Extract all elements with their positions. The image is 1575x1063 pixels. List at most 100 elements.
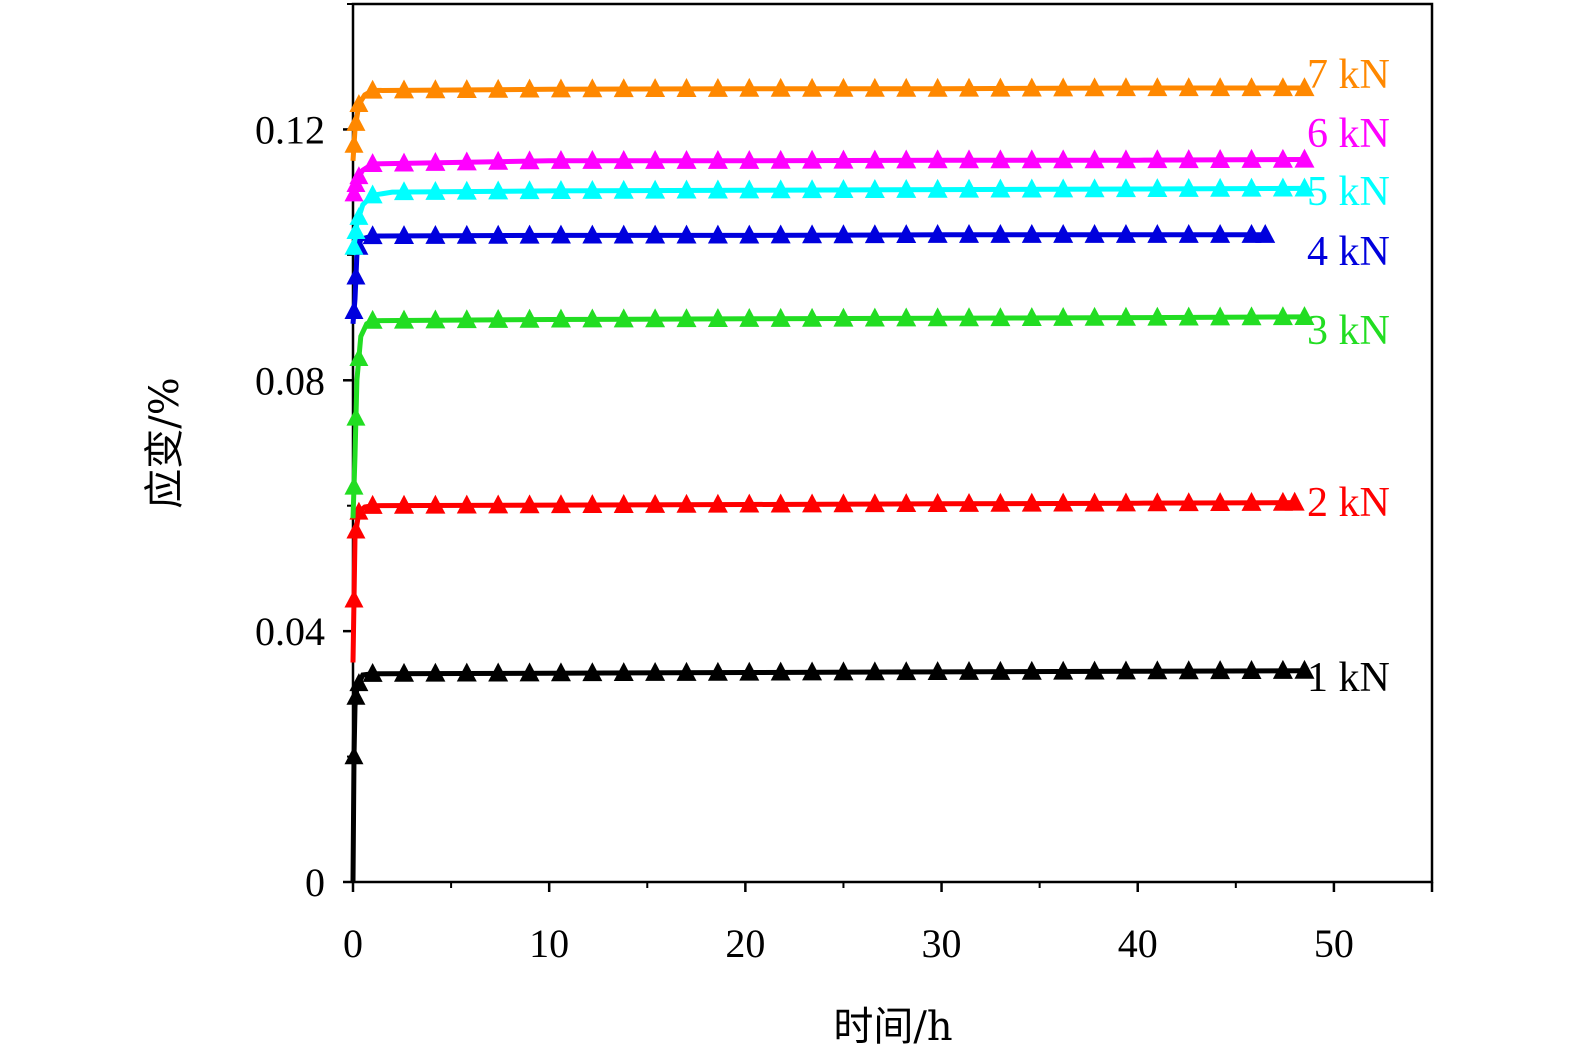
data-point bbox=[833, 224, 854, 244]
data-point bbox=[613, 78, 634, 98]
series-3-kn bbox=[344, 306, 1315, 519]
data-point bbox=[613, 662, 634, 682]
y-tick-label: 0.08 bbox=[255, 358, 325, 403]
x-tick-label: 40 bbox=[1118, 921, 1158, 966]
data-point bbox=[959, 492, 980, 512]
data-point bbox=[990, 178, 1011, 198]
data-point bbox=[833, 77, 854, 97]
data-point bbox=[802, 149, 823, 169]
data-point bbox=[1115, 178, 1136, 198]
series-1-kn bbox=[344, 659, 1315, 883]
series-label: 3 kN bbox=[1307, 308, 1390, 354]
data-point bbox=[927, 661, 948, 681]
data-point bbox=[1147, 223, 1168, 243]
y-tick-label: 0.04 bbox=[255, 609, 325, 654]
data-point bbox=[676, 493, 697, 513]
data-point bbox=[488, 180, 509, 200]
data-point bbox=[959, 178, 980, 198]
data-point bbox=[927, 77, 948, 97]
data-point bbox=[1115, 306, 1136, 326]
data-point bbox=[990, 77, 1011, 97]
data-point bbox=[739, 308, 760, 327]
data-point bbox=[1294, 77, 1315, 97]
x-axis-title: 时间/h bbox=[833, 1004, 952, 1050]
data-point bbox=[1053, 77, 1074, 97]
data-point bbox=[349, 348, 369, 367]
data-point bbox=[707, 224, 728, 244]
data-point bbox=[645, 308, 666, 328]
data-point bbox=[1241, 660, 1262, 679]
data-point bbox=[1053, 492, 1074, 512]
data-point bbox=[802, 307, 823, 327]
data-point bbox=[707, 493, 728, 513]
data-point bbox=[1147, 660, 1168, 680]
data-point bbox=[456, 494, 477, 514]
series-2-kn bbox=[344, 491, 1305, 663]
data-point bbox=[927, 178, 948, 198]
data-point bbox=[1210, 223, 1231, 243]
data-point bbox=[550, 78, 571, 98]
data-point bbox=[927, 224, 948, 243]
data-point bbox=[739, 179, 760, 199]
data-point bbox=[488, 150, 509, 170]
data-point bbox=[519, 150, 540, 170]
series-labels: 1 kN 2 kN 3 kN 4 kN 5 kN 6 kN 7 kN bbox=[1307, 52, 1390, 701]
data-point bbox=[676, 308, 697, 328]
data-point bbox=[802, 179, 823, 199]
data-point bbox=[1272, 177, 1293, 197]
data-point bbox=[425, 662, 446, 682]
data-point bbox=[864, 77, 885, 97]
data-point bbox=[1021, 149, 1042, 169]
data-point bbox=[344, 236, 364, 255]
data-point bbox=[613, 494, 634, 513]
data-point bbox=[349, 166, 369, 185]
data-point bbox=[959, 307, 980, 327]
data-point bbox=[346, 221, 366, 240]
series-line bbox=[350, 85, 1305, 161]
data-point bbox=[864, 661, 885, 681]
data-point bbox=[1210, 492, 1231, 511]
data-point bbox=[582, 224, 603, 244]
data-point bbox=[927, 307, 948, 327]
data-point bbox=[645, 179, 666, 199]
data-point bbox=[456, 224, 477, 244]
data-point bbox=[1178, 306, 1199, 326]
data-point bbox=[990, 223, 1011, 243]
data-point bbox=[1021, 492, 1042, 512]
data-point bbox=[519, 662, 540, 682]
data-point bbox=[346, 520, 366, 539]
data-point bbox=[707, 179, 728, 199]
data-point bbox=[990, 660, 1011, 680]
data-point bbox=[1210, 177, 1231, 197]
data-point bbox=[349, 94, 369, 113]
data-point bbox=[613, 308, 634, 328]
data-point bbox=[770, 661, 791, 681]
data-point bbox=[456, 180, 477, 200]
data-point bbox=[519, 78, 540, 98]
data-point bbox=[394, 662, 415, 682]
data-point bbox=[362, 184, 383, 204]
x-tick-label: 50 bbox=[1314, 921, 1354, 966]
data-point bbox=[1053, 178, 1074, 198]
data-point bbox=[645, 662, 666, 681]
data-point bbox=[362, 225, 383, 245]
data-point bbox=[362, 79, 383, 99]
series-label: 2 kN bbox=[1307, 480, 1390, 526]
data-point bbox=[1147, 149, 1168, 169]
data-point bbox=[1084, 178, 1105, 198]
data-point bbox=[645, 224, 666, 244]
data-point bbox=[739, 224, 760, 244]
data-point bbox=[707, 149, 728, 169]
data-point bbox=[550, 180, 571, 199]
data-point bbox=[425, 180, 446, 200]
data-point bbox=[833, 307, 854, 327]
series-label: 6 kN bbox=[1307, 111, 1390, 157]
data-point bbox=[344, 183, 364, 202]
data-point bbox=[676, 224, 697, 244]
data-point bbox=[582, 494, 603, 514]
y-tick-label: 0 bbox=[305, 860, 325, 905]
data-point bbox=[864, 224, 885, 244]
data-point bbox=[550, 224, 571, 244]
series-line bbox=[350, 314, 1305, 519]
data-point bbox=[456, 79, 477, 98]
